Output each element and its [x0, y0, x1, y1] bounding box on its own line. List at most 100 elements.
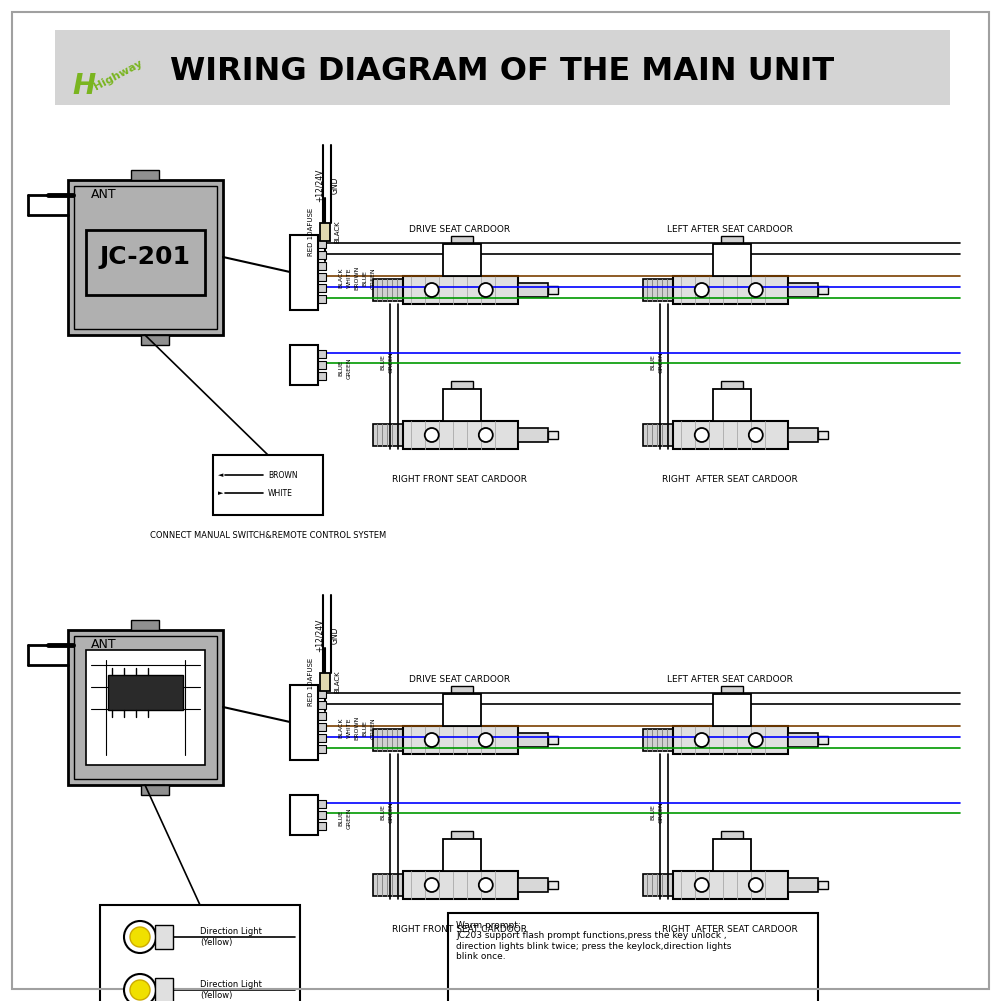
Text: ANT: ANT: [91, 639, 117, 652]
Circle shape: [695, 428, 709, 442]
Bar: [318, 361, 326, 369]
Bar: [447, 393, 477, 417]
Text: DRIVE SEAT CARDOOR: DRIVE SEAT CARDOOR: [409, 225, 511, 234]
Bar: [318, 350, 326, 358]
Bar: [320, 673, 330, 691]
Text: BLUE: BLUE: [362, 270, 367, 286]
Bar: [722, 831, 744, 839]
Circle shape: [695, 878, 709, 892]
Bar: [74, 636, 217, 779]
Text: Direction Light
(Yellow): Direction Light (Yellow): [200, 927, 262, 947]
Bar: [673, 726, 788, 754]
Bar: [155, 978, 173, 1001]
Text: WHITE: WHITE: [346, 718, 351, 739]
Bar: [818, 286, 828, 294]
Bar: [403, 726, 518, 754]
Text: RIGHT  AFTER SEAT CARDOOR: RIGHT AFTER SEAT CARDOOR: [662, 475, 798, 484]
Circle shape: [749, 428, 763, 442]
Text: JC-201: JC-201: [99, 245, 190, 269]
Text: BLUE: BLUE: [380, 354, 385, 370]
Text: LEFT AFTER SEAT CARDOOR: LEFT AFTER SEAT CARDOOR: [667, 225, 793, 234]
Bar: [290, 685, 318, 760]
Bar: [718, 698, 748, 722]
Text: BLACK: BLACK: [334, 671, 340, 694]
Circle shape: [130, 927, 150, 947]
Bar: [722, 381, 744, 389]
Circle shape: [130, 980, 150, 1000]
Bar: [443, 839, 481, 871]
Text: Highway: Highway: [92, 58, 144, 92]
Text: ►: ►: [218, 490, 223, 496]
Bar: [86, 650, 205, 765]
Bar: [447, 698, 477, 722]
Text: RIGHT  AFTER SEAT CARDOOR: RIGHT AFTER SEAT CARDOOR: [662, 926, 798, 935]
Bar: [318, 251, 326, 259]
Bar: [320, 223, 330, 241]
Bar: [722, 686, 744, 694]
Circle shape: [749, 733, 763, 747]
Bar: [548, 881, 558, 889]
Circle shape: [749, 878, 763, 892]
Bar: [451, 236, 473, 244]
Text: BLUE: BLUE: [651, 354, 656, 370]
Text: +12/24V: +12/24V: [314, 619, 323, 652]
Text: GREEN: GREEN: [388, 801, 393, 823]
Bar: [55, 30, 950, 105]
Circle shape: [695, 283, 709, 297]
Bar: [318, 800, 326, 808]
Bar: [318, 690, 326, 698]
Bar: [213, 455, 323, 515]
Text: CONNECT MANUAL SWITCH&REMOTE CONTROL SYSTEM: CONNECT MANUAL SWITCH&REMOTE CONTROL SYS…: [150, 531, 386, 540]
Circle shape: [478, 878, 492, 892]
Text: RED 10AFUSE: RED 10AFUSE: [308, 658, 314, 706]
Bar: [518, 733, 548, 747]
Text: BROWN: BROWN: [354, 716, 359, 740]
Bar: [818, 881, 828, 889]
Bar: [818, 431, 828, 439]
Bar: [718, 248, 748, 272]
Bar: [673, 421, 788, 449]
Bar: [548, 286, 558, 294]
Bar: [403, 871, 518, 899]
Bar: [788, 283, 818, 297]
Bar: [131, 170, 159, 180]
Text: GREEN: GREEN: [346, 357, 351, 378]
Text: GREEN: GREEN: [346, 807, 351, 829]
Bar: [518, 878, 548, 892]
Bar: [718, 393, 748, 417]
Text: ANT: ANT: [91, 188, 117, 201]
Bar: [714, 244, 751, 276]
Circle shape: [424, 733, 438, 747]
Bar: [451, 381, 473, 389]
Text: RIGHT FRONT SEAT CARDOOR: RIGHT FRONT SEAT CARDOOR: [392, 926, 528, 935]
Text: GREEN: GREEN: [659, 801, 664, 823]
Text: BLUE: BLUE: [362, 720, 367, 736]
Text: WHITE: WHITE: [346, 267, 351, 288]
Text: GREEN: GREEN: [370, 267, 375, 289]
Text: GND: GND: [330, 176, 339, 194]
Bar: [373, 279, 403, 301]
Circle shape: [424, 878, 438, 892]
Text: BLUE: BLUE: [651, 804, 656, 820]
Bar: [548, 431, 558, 439]
Bar: [673, 276, 788, 304]
Bar: [714, 694, 751, 726]
Text: WHITE: WHITE: [268, 488, 293, 497]
Text: RIGHT FRONT SEAT CARDOOR: RIGHT FRONT SEAT CARDOOR: [392, 475, 528, 484]
Text: LEFT AFTER SEAT CARDOOR: LEFT AFTER SEAT CARDOOR: [667, 676, 793, 685]
Text: BLUE: BLUE: [338, 360, 343, 376]
Bar: [643, 874, 673, 896]
Text: RED 10AFUSE: RED 10AFUSE: [308, 208, 314, 256]
Bar: [373, 424, 403, 446]
Circle shape: [124, 921, 156, 953]
Text: BLACK: BLACK: [338, 718, 343, 739]
Bar: [373, 729, 403, 751]
Circle shape: [478, 283, 492, 297]
Bar: [373, 874, 403, 896]
Bar: [518, 428, 548, 442]
Text: BROWN: BROWN: [268, 470, 297, 479]
Text: BLUE: BLUE: [338, 810, 343, 826]
Bar: [788, 878, 818, 892]
Bar: [403, 276, 518, 304]
Bar: [86, 230, 205, 295]
